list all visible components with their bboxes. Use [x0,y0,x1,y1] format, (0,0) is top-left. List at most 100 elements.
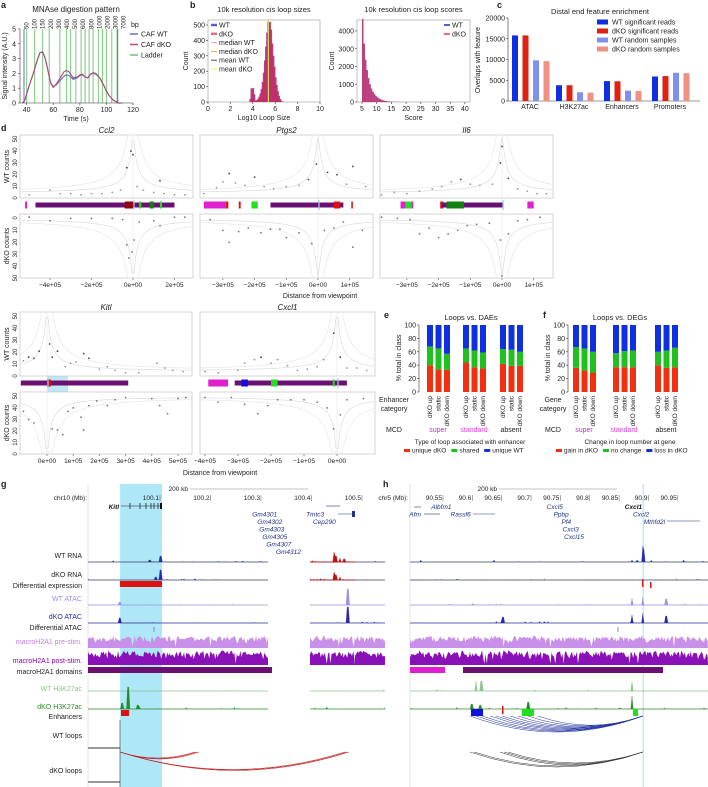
wt-count-point [307,178,310,181]
wt-count-point [56,350,59,353]
dko-plot-frame [19,391,193,455]
dko-count-point [138,221,141,223]
legend-swatch [484,449,491,452]
y-tick-label: 100 [193,84,205,91]
dko-count-point [51,427,54,430]
dko-count-point [380,216,383,219]
wt-count-point [507,177,510,180]
expected-curve [199,397,375,449]
dko-count-point [361,229,364,232]
x-tick-label: 15 [388,106,396,113]
category-label: dKO down [480,396,487,427]
histogram-bar [364,59,367,102]
viewpoint-plot-cxcl1: Cxcl1 −4e+05 −3e+05 −2e+05 −1e+05 0e+00 [194,303,376,465]
dko-count-point [298,231,300,234]
coord-label: 90.55 [426,495,443,502]
wt-count-point [469,183,472,186]
feature-purple_domain [441,202,504,208]
gene-title: Kitl [100,303,111,312]
gene-label: Rassf6 [451,512,472,519]
legend-label: dKO [452,32,467,39]
feature-dark_green [149,201,154,209]
signal-track [410,635,708,648]
wt-count-point [263,185,266,188]
expected-curve [379,134,553,190]
wt-count-point [22,359,25,362]
legend-label: Ladder [141,53,163,60]
signal-track [88,686,268,710]
wt-count-point [82,352,85,355]
y-tick-label: 4 [12,41,16,48]
y-tick-label: 1000 [338,82,354,89]
histogram-bar [381,99,383,102]
wt-count-point [215,186,218,189]
x-tick-label: 2e+05 [165,282,184,289]
feature-magenta [208,379,229,387]
stacked-bar-segment [672,347,678,368]
category-label: dKO up [500,396,507,418]
category-label: dKO up [427,396,434,418]
feature-magenta [25,201,28,209]
stacked-bar-segment [463,325,469,349]
stacked-bar-segment [655,365,661,392]
histogram-bar [278,100,283,102]
wt-count-point [393,191,396,194]
legend-swatch [597,37,608,43]
dko-count-point [82,429,85,431]
wt-plot-frame [199,311,376,377]
wt-count-point [88,357,90,360]
gene-label: Cxcl15 [564,534,584,541]
legend-swatch [597,19,608,25]
dko-count-point [279,228,281,231]
dko-count-point [316,401,319,404]
wt-count-point [152,191,155,194]
y-tick-label: 20 [13,170,19,177]
plot-frame [356,19,471,103]
stacked-bar-segment [573,367,579,392]
panel-letter-b: b [190,0,196,10]
feature-red [333,201,341,209]
wt-plot-frame [19,134,194,199]
x-axis-label: Distance from viewpoint [283,293,357,300]
dko-count-point [243,403,246,406]
loop-anchor [88,781,120,783]
wt-count-point [80,193,83,196]
wt-count-point [171,369,174,372]
legend-label: WT random samples [612,38,677,45]
y-tick-label: 50 [13,312,19,319]
x-axis-label: Score [404,115,422,122]
gene-label: Cep290 [313,519,336,526]
x-tick-label: 40 [23,107,31,114]
wt-count-point [137,371,140,374]
dko-count-point [133,239,135,241]
dko-count-point [158,404,161,407]
expected-curve [379,219,553,279]
gene-label: Albfm1 [430,504,452,511]
bar [625,90,631,101]
dko-count-point [28,216,31,219]
stacked-bar-segment [480,325,486,353]
signal-track [310,635,355,648]
expected-curve [199,311,375,369]
stacked-bar-segment [427,365,433,392]
stacked-bar-segment [621,325,628,352]
dko-count-point [466,224,469,227]
dko-count-point [539,216,541,219]
stacked-bar-segment [573,347,579,368]
stacked-bar-segment [590,351,596,373]
dko-count-point [22,410,25,413]
mcd-group-label: super [575,427,593,434]
ladder-bp-label: 200 [49,18,55,29]
y-tick-label: 60 [557,349,565,356]
y-tick-label: 0 [13,374,19,378]
stacked-bar-segment [444,369,450,392]
gene-label: Pf4 [561,519,571,526]
wt-count-point [234,182,237,184]
panel-letter-c: c [497,0,502,10]
expected-curve [19,317,193,371]
expected-curve [19,311,193,369]
track-label-dko_h3k27ac: dKO H3K27ac [37,704,82,711]
x-tick-label: 5 [360,106,364,113]
dko-count-point [95,400,98,402]
category-label: static [472,395,479,411]
